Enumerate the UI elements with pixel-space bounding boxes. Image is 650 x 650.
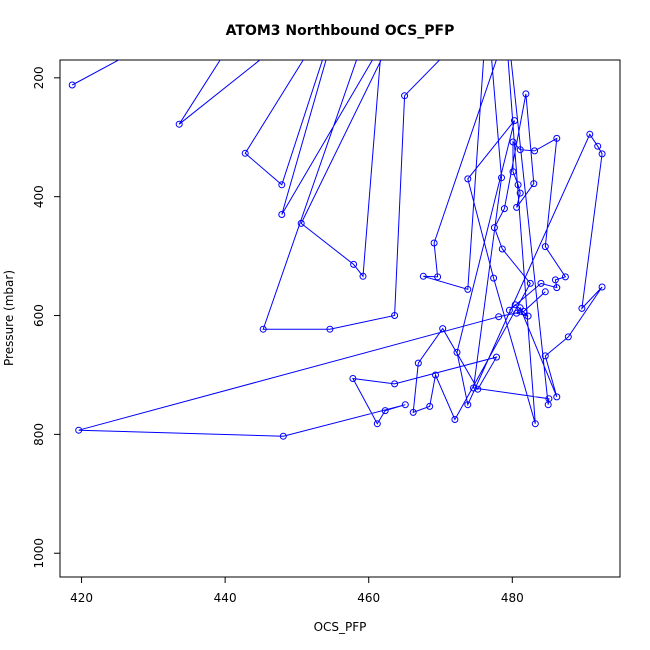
x-tick-label: 480 (501, 591, 524, 605)
data-point (68, 81, 76, 89)
data-point (259, 325, 267, 333)
data-point (516, 189, 524, 197)
data-point (278, 211, 286, 218)
data-point (241, 149, 249, 157)
data-point (520, 307, 528, 315)
data-point (513, 309, 521, 317)
data-point (544, 401, 552, 409)
data-point (493, 353, 500, 361)
data-point (514, 181, 522, 189)
x-axis-label: OCS_PFP (314, 620, 367, 634)
data-point (381, 407, 389, 415)
data-point (426, 402, 434, 410)
x-axis: 420 440 460 480 (70, 577, 524, 605)
data-point (350, 260, 358, 268)
data-point (586, 130, 594, 138)
data-point (279, 432, 287, 440)
data-point (598, 150, 606, 158)
series-line (71, 60, 603, 437)
data-point (541, 243, 549, 251)
x-tick-label: 420 (70, 591, 93, 605)
y-tick-label: 200 (32, 66, 46, 89)
data-point (598, 283, 606, 291)
data-point (414, 359, 422, 367)
data-point (524, 312, 532, 320)
data-point (553, 284, 561, 292)
data-point (511, 301, 519, 309)
data-point (516, 304, 524, 312)
data-point (464, 285, 472, 293)
data-point (553, 134, 561, 142)
data-point (432, 371, 439, 379)
data-point (578, 304, 586, 312)
data-point (297, 219, 305, 227)
data-point (537, 279, 545, 287)
data-point (439, 325, 447, 333)
x-tick-label: 440 (214, 591, 237, 605)
y-tick-label: 1000 (32, 538, 46, 569)
y-axis-label: Pressure (mbar) (2, 270, 16, 366)
data-point (474, 385, 482, 393)
data-point (564, 333, 572, 341)
data-point (451, 416, 459, 423)
data-point (401, 92, 409, 100)
data-point (278, 181, 286, 189)
data-point (516, 146, 524, 154)
data-point (464, 175, 472, 183)
data-point (419, 272, 427, 280)
data-point (490, 274, 498, 282)
data-point (561, 273, 569, 281)
data-point (495, 313, 503, 321)
data-point (530, 180, 538, 188)
y-tick-label: 800 (32, 423, 46, 446)
series-layer (68, 60, 606, 440)
data-point (175, 120, 183, 128)
data-point (75, 426, 83, 434)
data-point (541, 288, 549, 296)
data-point (391, 380, 399, 388)
y-tick-label: 600 (32, 304, 46, 327)
data-point (359, 272, 367, 280)
data-point (505, 306, 513, 314)
data-point (511, 117, 518, 125)
data-point (509, 138, 517, 146)
data-point (509, 168, 517, 176)
data-point (498, 174, 505, 182)
data-point (373, 420, 381, 428)
data-point (551, 276, 559, 284)
series-0 (68, 60, 606, 440)
data-point (326, 325, 334, 333)
data-point (522, 90, 530, 98)
y-tick-label: 400 (32, 185, 46, 208)
data-point (513, 203, 521, 211)
data-point (430, 239, 438, 247)
y-axis: 200 400 600 800 1000 (32, 66, 60, 569)
data-point (553, 393, 561, 401)
data-point (409, 408, 417, 416)
data-point (453, 348, 461, 356)
data-point (464, 401, 472, 409)
data-point (526, 279, 534, 287)
data-point (490, 224, 498, 232)
data-point (500, 205, 508, 213)
x-tick-label: 460 (357, 591, 380, 605)
data-point (391, 312, 399, 319)
plot-frame (59, 59, 621, 578)
data-point (594, 142, 602, 150)
data-point (349, 375, 357, 382)
data-point (434, 273, 442, 281)
data-point (401, 401, 409, 409)
data-point (498, 245, 506, 253)
data-point (531, 147, 539, 155)
chart-title: ATOM3 Northbound OCS_PFP (226, 23, 455, 39)
data-point (541, 352, 549, 360)
data-point (470, 384, 477, 392)
data-point (531, 420, 539, 428)
